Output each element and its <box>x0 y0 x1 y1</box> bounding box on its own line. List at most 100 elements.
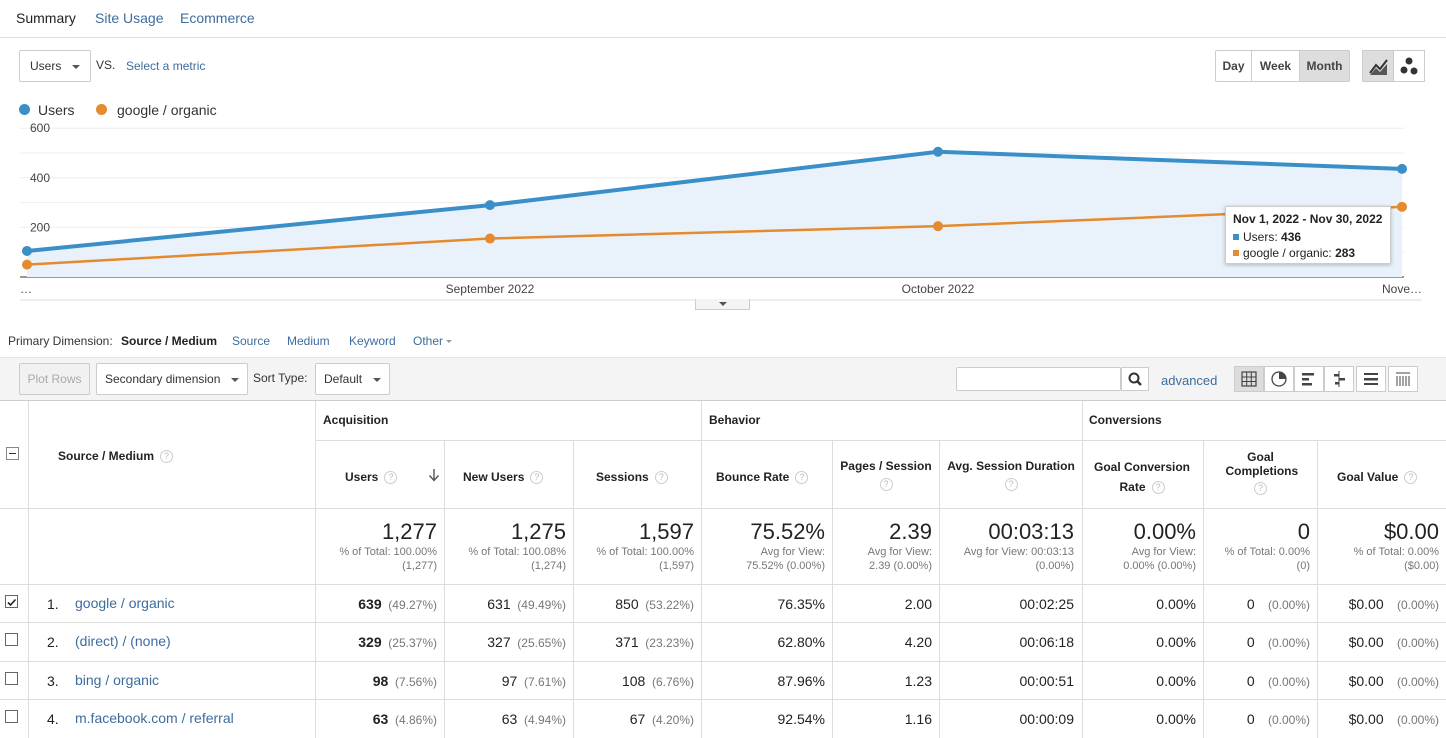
column-header-pages-session[interactable]: Pages / Session? <box>833 457 939 493</box>
group-conversions: Conversions <box>1089 413 1162 427</box>
legend-organic-label: google / organic <box>117 102 217 118</box>
dimension-other-dropdown[interactable]: Other <box>413 334 453 348</box>
row-checkbox[interactable] <box>5 710 18 723</box>
help-icon[interactable]: ? <box>530 471 544 484</box>
select-all-checkbox[interactable] <box>6 447 19 460</box>
x-tick-label: October 2022 <box>902 282 975 296</box>
dimension-keyword-link[interactable]: Keyword <box>349 334 396 348</box>
total-sub: Avg for View: <box>1131 546 1196 558</box>
data-point-users[interactable] <box>1397 163 1407 174</box>
total-sub: % of Total: 100.08% <box>468 546 566 558</box>
col-divider <box>444 441 445 738</box>
y-tick-label: 200 <box>30 220 50 234</box>
goal-completions-cell: 0 (0.00%) <box>1247 634 1310 650</box>
row-source-medium-link[interactable]: bing / organic <box>75 672 160 688</box>
row-checkbox[interactable] <box>5 595 18 608</box>
sessions-cell: 108 (6.76%) <box>622 673 694 689</box>
data-point-google-organic[interactable] <box>485 233 495 244</box>
total-cell: 75.52% Avg for View: 75.52% (0.00%) <box>746 519 825 573</box>
new-users-cell: 327 (25.65%) <box>487 634 566 650</box>
view-percentage-button[interactable] <box>1264 366 1294 392</box>
row-source-medium-link[interactable]: google / organic <box>75 595 175 611</box>
x-tick-label: September 2022 <box>446 282 535 296</box>
goal-value-cell: $0.00 (0.00%) <box>1349 596 1439 612</box>
data-point-google-organic[interactable] <box>1397 201 1407 212</box>
chevron-down-icon <box>72 65 80 69</box>
column-header-goal-completions[interactable]: Goal Completions? <box>1204 450 1317 495</box>
help-icon[interactable]: ? <box>654 471 668 484</box>
help-icon[interactable]: ? <box>1151 481 1165 494</box>
search-button[interactable] <box>1121 367 1149 391</box>
period-day-button[interactable]: Day <box>1215 50 1252 82</box>
help-icon[interactable]: ? <box>795 471 809 484</box>
group-behavior: Behavior <box>709 413 761 427</box>
y-tick-label: 400 <box>30 171 50 185</box>
dimension-column-header[interactable]: Source / Medium? <box>58 449 174 463</box>
total-sub: 2.39 (0.00%) <box>869 560 932 572</box>
sessions-cell: 850 (53.22%) <box>615 596 694 612</box>
column-header-goal-value[interactable]: Goal Value? <box>1337 470 1418 484</box>
sort-descending-icon[interactable] <box>428 468 440 482</box>
select-metric-link[interactable]: Select a metric <box>126 59 206 73</box>
col-divider <box>1317 441 1318 738</box>
goal-completions-cell: 0 (0.00%) <box>1247 596 1310 612</box>
view-term-cloud-button[interactable] <box>1356 366 1386 392</box>
view-pivot-button[interactable] <box>1388 366 1418 392</box>
column-header-bounce-rate[interactable]: Bounce Rate? <box>716 470 809 484</box>
data-point-google-organic[interactable] <box>22 259 32 270</box>
data-point-users[interactable] <box>22 245 32 256</box>
line-chart-button[interactable] <box>1362 50 1394 82</box>
total-sub: (0) <box>1296 560 1310 572</box>
advanced-link[interactable]: advanced <box>1161 373 1218 388</box>
goal-conversion-rate-header-label: Goal Conversion Rate <box>1093 460 1191 494</box>
period-week-button[interactable]: Week <box>1251 50 1300 82</box>
data-point-users[interactable] <box>933 146 943 157</box>
data-point-users[interactable] <box>485 200 495 211</box>
row-border <box>0 699 1446 700</box>
secondary-dimension-select[interactable]: Secondary dimension <box>96 363 248 395</box>
motion-chart-button[interactable] <box>1393 50 1425 82</box>
view-performance-button[interactable] <box>1294 366 1324 392</box>
view-data-button[interactable] <box>1234 366 1264 392</box>
total-value: 1,277 <box>381 519 437 544</box>
total-cell: 1,277 % of Total: 100.00% (1,277) <box>339 519 437 573</box>
period-month-button[interactable]: Month <box>1299 50 1350 82</box>
view-comparison-button[interactable] <box>1324 366 1354 392</box>
chart-collapse-handle[interactable] <box>695 299 750 310</box>
line-chart[interactable]: 200 400 600 … September 2022 October 2022 Nove… <box>0 120 1446 315</box>
dimension-source-link[interactable]: Source <box>232 334 271 348</box>
table-search-input[interactable] <box>956 367 1121 391</box>
help-icon[interactable]: ? <box>160 450 174 463</box>
row-index: 3. <box>47 673 59 689</box>
new-users-cell: 63 (4.94%) <box>502 711 566 727</box>
users-pct: (25.37%) <box>388 636 437 650</box>
metric-select[interactable]: Users <box>19 50 91 82</box>
row-checkbox[interactable] <box>5 672 18 685</box>
help-icon[interactable]: ? <box>384 471 398 484</box>
help-icon[interactable]: ? <box>1254 482 1267 495</box>
tab-site-usage[interactable]: Site Usage <box>95 10 164 26</box>
tab-summary[interactable]: Summary <box>16 10 76 26</box>
help-icon[interactable]: ? <box>879 478 893 491</box>
total-cell: 0 % of Total: 0.00% (0) <box>1225 519 1310 573</box>
sort-type-select[interactable]: Default <box>315 363 390 395</box>
column-header-new-users[interactable]: New Users? <box>463 470 544 484</box>
sessions-pct: (6.76%) <box>651 675 694 689</box>
row-checkbox[interactable] <box>5 633 18 646</box>
column-header-avg-session-duration[interactable]: Avg. Session Duration? <box>940 457 1082 493</box>
tab-ecommerce[interactable]: Ecommerce <box>180 10 255 26</box>
row-source-medium-link[interactable]: m.facebook.com / referral <box>75 710 234 726</box>
column-header-sessions[interactable]: Sessions? <box>596 470 668 484</box>
data-point-google-organic[interactable] <box>933 221 943 232</box>
column-header-users[interactable]: Users? <box>345 470 398 484</box>
row-source-medium-link[interactable]: (direct) / (none) <box>75 633 171 649</box>
column-header-goal-conversion-rate[interactable]: Goal Conversion Rate? <box>1087 457 1197 497</box>
total-cell: 2.39 Avg for View: 2.39 (0.00%) <box>868 519 932 573</box>
help-icon[interactable]: ? <box>1004 478 1018 491</box>
total-value: 0 <box>1297 519 1310 544</box>
goal-value-cell: $0.00 (0.00%) <box>1349 673 1439 689</box>
dimension-medium-link[interactable]: Medium <box>287 334 330 348</box>
chevron-down-icon <box>373 378 381 382</box>
help-icon[interactable]: ? <box>1404 471 1418 484</box>
plot-rows-button[interactable]: Plot Rows <box>19 363 90 395</box>
